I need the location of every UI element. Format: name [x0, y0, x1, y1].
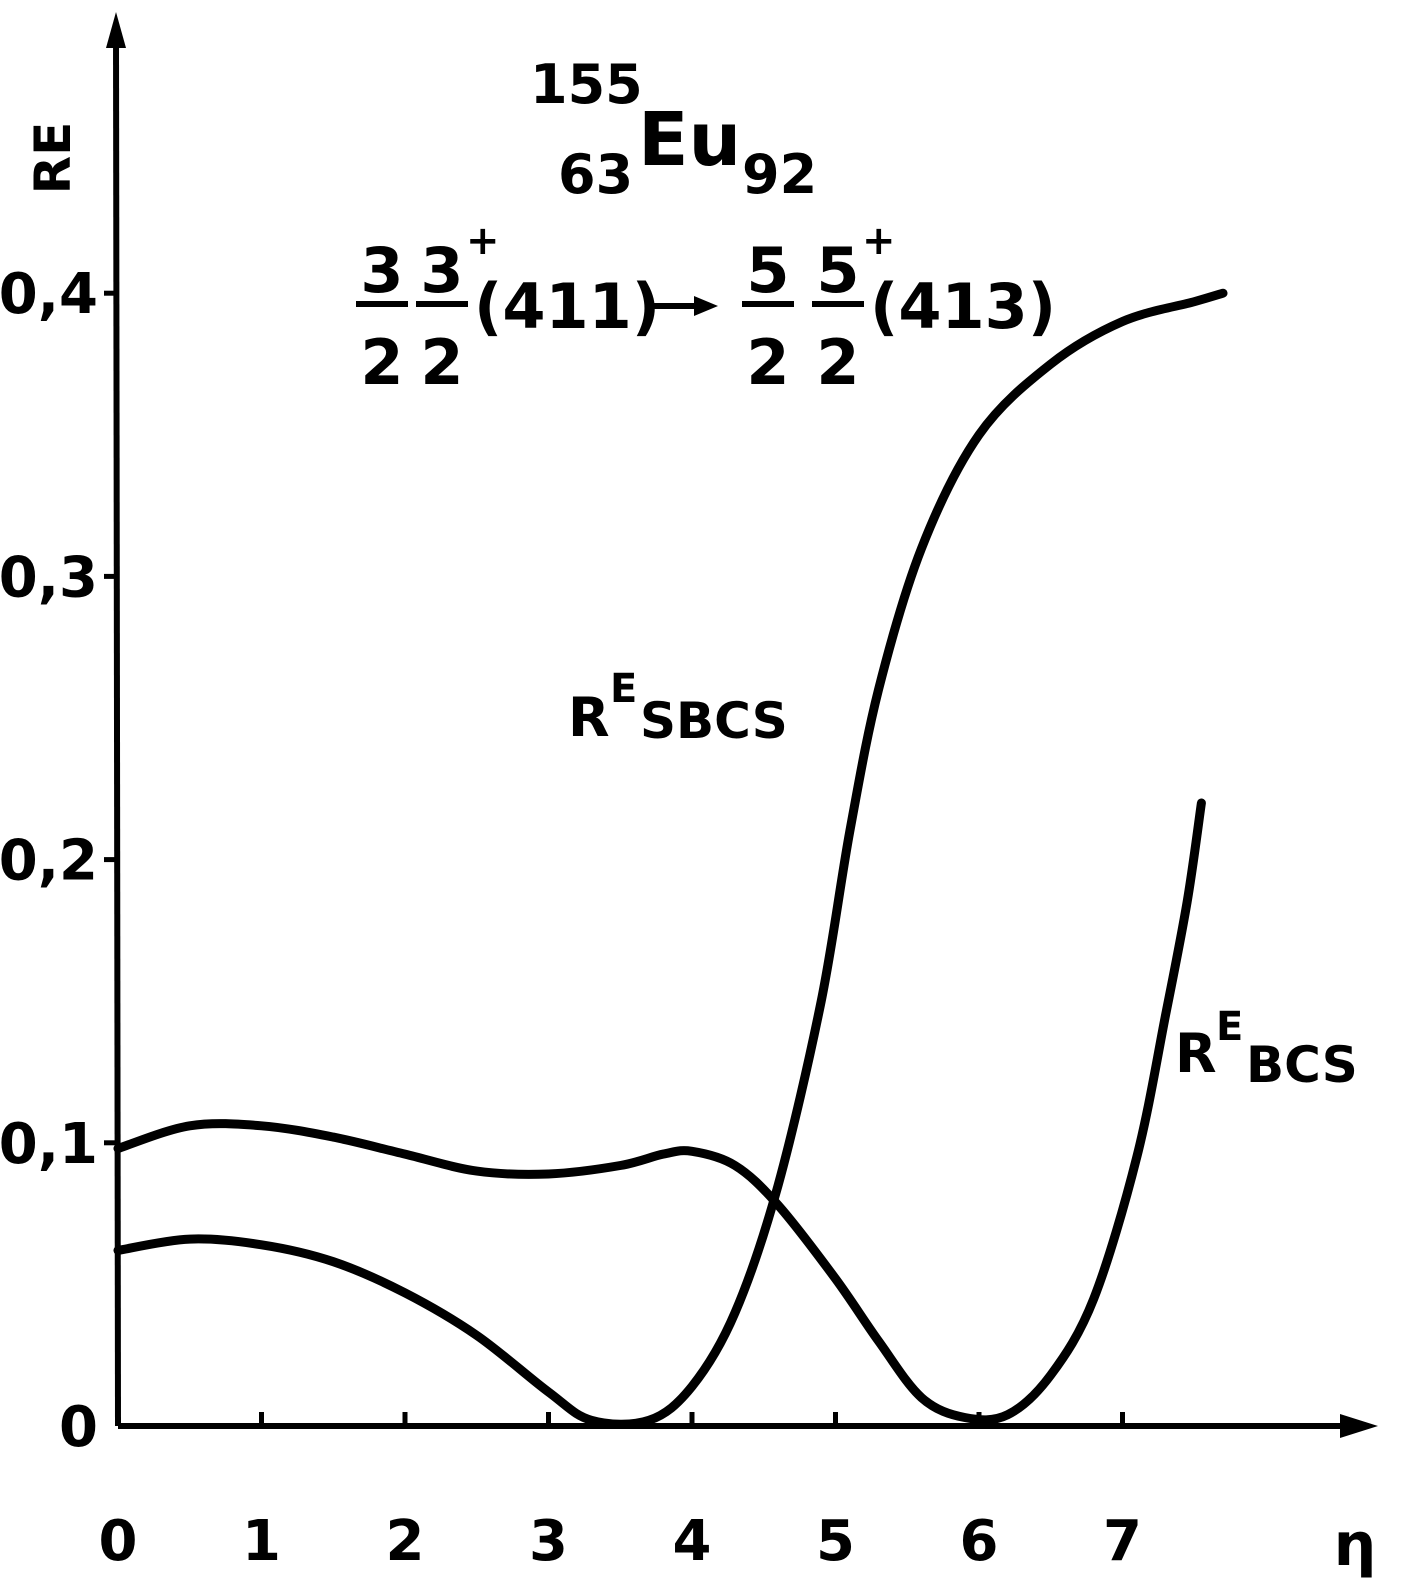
final-nilsson: (413): [870, 270, 1056, 343]
series-line-bcs: [113, 798, 1206, 1425]
x-tick-label: 4: [673, 1509, 712, 1574]
x-tick-label: 6: [960, 1509, 999, 1574]
initial-K-numerator: 3: [360, 234, 403, 307]
nucleus-neutron-number: 92: [742, 143, 817, 206]
y-axis: [113, 29, 121, 1427]
curves: [113, 288, 1228, 1429]
y-tick-label: 0: [59, 1395, 98, 1460]
tick-labels: 0 1 2 3 4 5 6 7 0 0,1 0,2 0,3 0,4: [0, 262, 1142, 1574]
y-tick-label: 0,1: [0, 1112, 98, 1177]
y-tick-label: 0,2: [0, 829, 98, 894]
series-label-bcs-sub: BCS: [1246, 1036, 1358, 1094]
ticks: [104, 290, 1125, 1426]
initial-I-denominator: 2: [420, 326, 463, 399]
nucleus-mass-number: 155: [530, 53, 643, 116]
series-label-bcs-sup: E: [1216, 1004, 1243, 1050]
final-K-denominator: 2: [746, 326, 789, 399]
initial-K-denominator: 2: [360, 326, 403, 399]
series-line-sbcs: [113, 288, 1228, 1429]
series-label-sbcs: R E SBCS: [568, 666, 788, 750]
nucleus-proton-number: 63: [558, 143, 633, 206]
transition-arrow-icon: [694, 296, 718, 316]
series-label-bcs-main: R: [1175, 1022, 1217, 1085]
nucleus-element: Eu: [638, 97, 741, 183]
transition-label: 3 2 3 2 + (411) 5 2 5 2 + (413): [356, 218, 1056, 399]
series-label-sbcs-main: R: [568, 686, 610, 749]
y-tick-label: 0,4: [0, 262, 98, 327]
y-tick-label: 0,3: [0, 545, 98, 610]
final-parity: +: [862, 218, 896, 264]
x-tick-label: 3: [529, 1509, 568, 1574]
x-tick-label: 5: [816, 1509, 855, 1574]
y-axis-arrow-icon: [106, 12, 126, 48]
initial-parity: +: [466, 218, 500, 264]
x-axis-arrow-icon: [1340, 1414, 1378, 1438]
x-tick-label: 1: [242, 1509, 281, 1574]
x-tick-label: 7: [1103, 1509, 1142, 1574]
nucleus-title: 155 63 Eu 92: [530, 53, 817, 206]
x-tick-label: 2: [386, 1509, 425, 1574]
final-K-numerator: 5: [746, 234, 789, 307]
series-label-sbcs-sup: E: [610, 666, 637, 712]
series-label-bcs: R E BCS: [1175, 1004, 1358, 1094]
x-tick-label: 0: [99, 1509, 138, 1574]
initial-I-numerator: 3: [420, 234, 463, 307]
y-axis-title: RE: [24, 122, 82, 195]
initial-nilsson: (411): [474, 270, 660, 343]
series-label-sbcs-sub: SBCS: [640, 692, 788, 750]
final-I-denominator: 2: [816, 326, 859, 399]
x-axis-title: η: [1334, 1510, 1377, 1580]
final-I-numerator: 5: [816, 234, 859, 307]
